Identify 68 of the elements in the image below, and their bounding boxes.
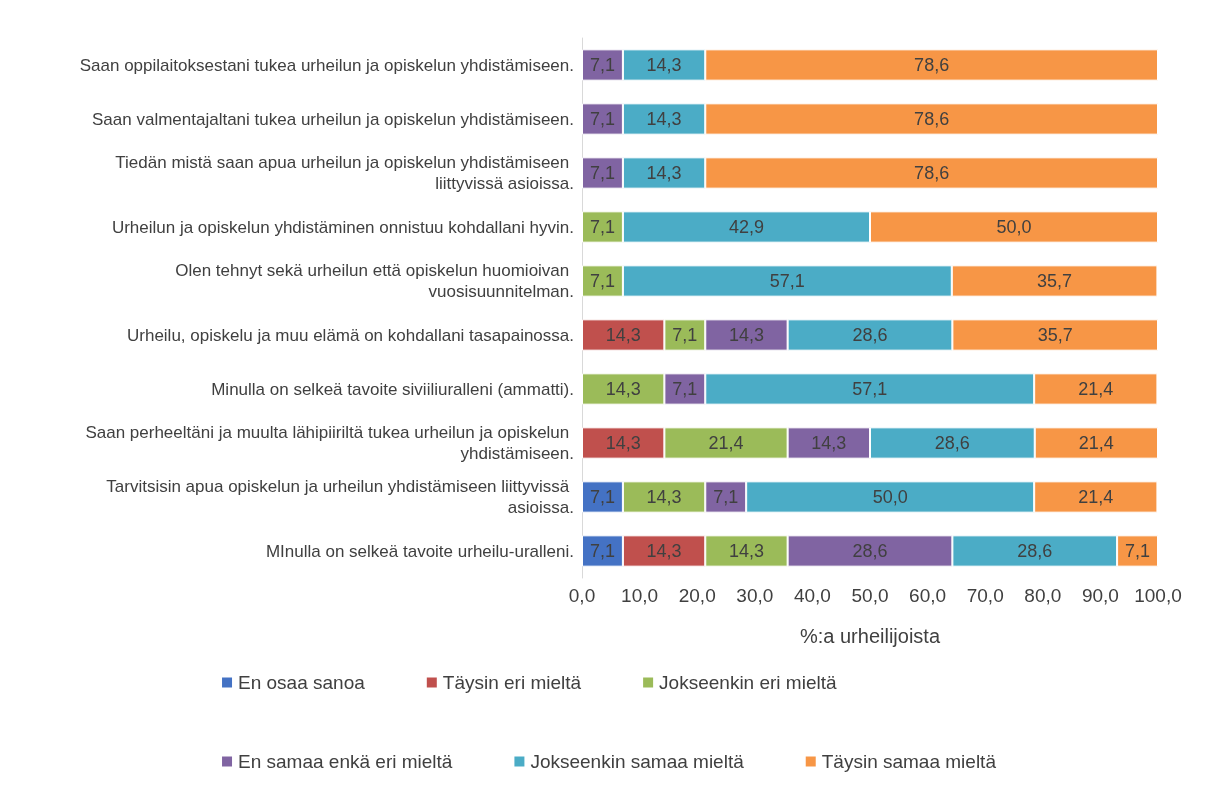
x-tick-label: 40,0 — [793, 585, 831, 606]
x-tick-label: 70,0 — [966, 585, 1004, 606]
data-label: 35,7 — [1037, 325, 1073, 345]
x-tick-label: 90,0 — [1081, 585, 1119, 606]
x-tick-label: 100,0 — [1134, 585, 1182, 606]
data-label: 21,4 — [1078, 433, 1114, 453]
legend-label: En osaa sanoa — [238, 672, 366, 693]
data-label: 57,1 — [852, 379, 888, 399]
data-label: 14,3 — [811, 433, 847, 453]
data-label: 14,3 — [605, 325, 641, 345]
y-tick-label: Urheilu, opiskelu ja muu elämä on kohdallani tasapainossa. — [127, 325, 574, 345]
data-label: 78,6 — [914, 163, 950, 183]
data-label: 14,3 — [646, 541, 682, 561]
data-label: 14,3 — [646, 163, 682, 183]
y-tick-label: MInulla on selkeä tavoite urheilu-uralleni. — [265, 541, 574, 561]
data-label: 14,3 — [646, 55, 682, 75]
x-tick-label: 10,0 — [621, 585, 659, 606]
data-label: 14,3 — [605, 379, 641, 399]
data-label: 7,1 — [672, 325, 698, 345]
x-tick-label: 30,0 — [736, 585, 774, 606]
data-label: 50,0 — [872, 487, 908, 507]
data-label: 7,1 — [589, 163, 615, 183]
x-tick-label: 80,0 — [1024, 585, 1062, 606]
data-label: 7,1 — [713, 487, 739, 507]
data-label: 78,6 — [914, 55, 950, 75]
data-label: 57,1 — [769, 271, 805, 291]
y-tick-label: Minulla on selkeä tavoite siviiliuralleni (ammatti). — [211, 379, 574, 399]
data-label: 28,6 — [852, 541, 888, 561]
data-label: 28,6 — [852, 325, 888, 345]
x-tick-label: 0,0 — [568, 585, 596, 606]
data-label: 78,6 — [914, 109, 950, 129]
data-label: 7,1 — [589, 217, 615, 237]
data-label: 21,4 — [708, 433, 744, 453]
legend-label: Jokseenkin samaa mieltä — [530, 751, 745, 772]
legend-label: Täysin samaa mieltä — [821, 751, 997, 772]
x-tick-label: 50,0 — [851, 585, 889, 606]
data-label: 7,1 — [589, 487, 615, 507]
data-label: 7,1 — [589, 271, 615, 291]
data-label: 7,1 — [589, 55, 615, 75]
y-tick-label: Saan valmentajaltani tukea urheilun ja opiskelun yhdistämiseen. — [92, 109, 574, 129]
data-label: 28,6 — [1017, 541, 1053, 561]
y-tick-label: Saan oppilaitoksestani tukea urheilun ja opiskelun yhdistämiseen. — [79, 55, 574, 75]
data-label: 14,3 — [646, 109, 682, 129]
y-tick-label: Olen tehnyt sekä urheilun että opiskelun huomioivan vuosisuunnitelman. — [175, 261, 574, 301]
data-label: 14,3 — [728, 541, 764, 561]
legend-label: Täysin eri mieltä — [442, 672, 582, 693]
data-label: 21,4 — [1078, 487, 1114, 507]
data-label: 14,3 — [605, 433, 641, 453]
data-label: 14,3 — [646, 487, 682, 507]
x-tick-label: 20,0 — [678, 585, 716, 606]
y-tick-label: Tiedän mistä saan apua urheilun ja opiskelun yhdistämiseen liittyvissä asioissa. — [115, 153, 574, 193]
data-label: 35,7 — [1037, 271, 1073, 291]
data-label: 21,4 — [1078, 379, 1114, 399]
data-label: 7,1 — [589, 109, 615, 129]
data-label: 7,1 — [1125, 541, 1151, 561]
y-tick-label: Tarvitsisin apua opiskelun ja urheilun yhdistämiseen liittyvissä asioissa. — [106, 477, 574, 517]
x-axis-title: %:a urheilijoista — [799, 625, 941, 647]
y-tick-label: Saan perheeltäni ja muulta lähipiiriltä tukea urheilun ja opiskelun yhdistämiseen. — [85, 423, 574, 463]
x-tick-label: 60,0 — [909, 585, 947, 606]
legend-label: Jokseenkin eri mieltä — [659, 672, 837, 693]
data-label: 14,3 — [728, 325, 764, 345]
data-label: 7,1 — [589, 541, 615, 561]
data-label: 50,0 — [996, 217, 1032, 237]
data-label: 7,1 — [672, 379, 698, 399]
data-label: 28,6 — [934, 433, 970, 453]
y-tick-label: Urheilun ja opiskelun yhdistäminen onnistuu kohdallani hyvin. — [111, 217, 574, 237]
data-label: 42,9 — [728, 217, 764, 237]
legend-label: En samaa enkä eri mieltä — [238, 751, 453, 772]
